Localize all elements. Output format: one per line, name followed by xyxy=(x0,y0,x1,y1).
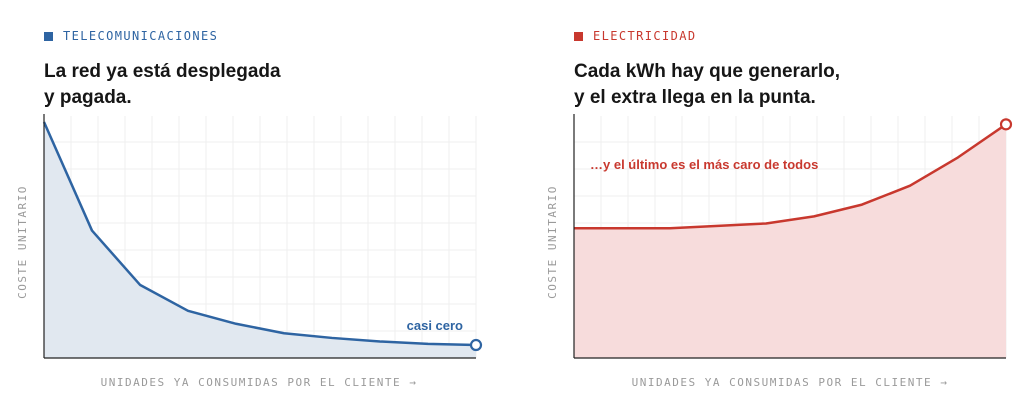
telecom-area xyxy=(44,122,476,358)
telecom-title-line-2: y pagada. xyxy=(44,87,132,108)
telecom-end-point xyxy=(469,338,483,352)
telecom-series-line xyxy=(42,121,477,347)
telecom-title: La red ya está desplegada y pagada. xyxy=(44,59,464,111)
telecom-x-axis-label: UNIDADES YA CONSUMIDAS POR EL CLIENTE → xyxy=(101,376,418,389)
electric-title-line-1: Cada kWh hay que generarlo, xyxy=(574,61,841,82)
telecom-tag: TELECOMUNICACIONES xyxy=(44,29,218,43)
electric-y-axis-label: COSTE UNITARIO xyxy=(546,185,559,299)
electric-end-point xyxy=(999,118,1013,131)
electric-tag-label: ELECTRICIDAD xyxy=(593,29,697,43)
electric-title: Cada kWh hay que generarlo, y el extra l… xyxy=(574,59,994,111)
electric-panel: ELECTRICIDAD Cada kWh hay que generarlo,… xyxy=(530,0,1010,400)
electric-x-axis-label: UNIDADES YA CONSUMIDAS POR EL CLIENTE → xyxy=(632,376,949,389)
electric-title-line-2: y el extra llega en la punta. xyxy=(574,87,816,108)
telecom-panel: TELECOMUNICACIONES La red ya está desple… xyxy=(0,0,480,400)
telecom-tag-square xyxy=(44,31,53,41)
electric-tag: ELECTRICIDAD xyxy=(574,29,697,43)
telecom-annotation: casi cero xyxy=(407,318,463,333)
telecom-title-line-1: La red ya está desplegada xyxy=(44,61,281,82)
electric-area xyxy=(574,124,1006,358)
electric-series-line xyxy=(574,123,1007,230)
telecom-y-axis-label: COSTE UNITARIO xyxy=(16,185,29,299)
electric-annotation: …y el último es el más caro de todos xyxy=(590,157,818,172)
electric-tag-square xyxy=(574,31,583,41)
telecom-tag-label: TELECOMUNICACIONES xyxy=(63,29,219,43)
